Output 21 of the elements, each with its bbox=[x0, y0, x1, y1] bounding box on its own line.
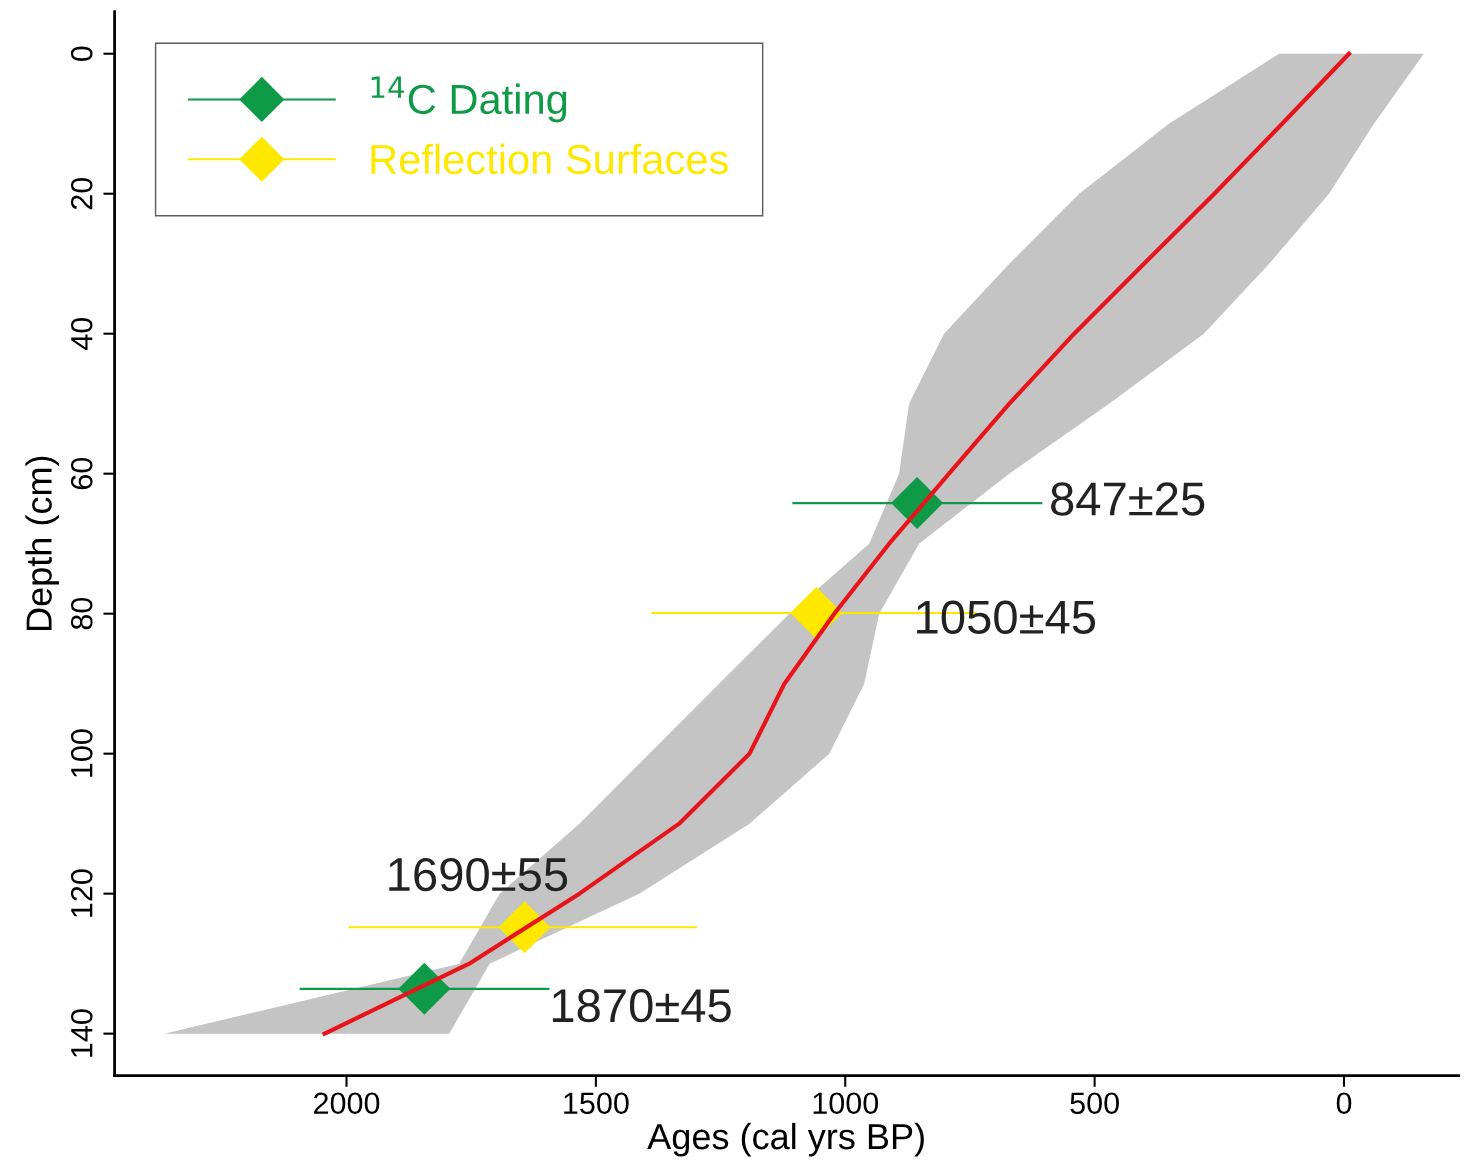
x-tick-label: 1000 bbox=[813, 1092, 879, 1115]
y-tick-label: 60 bbox=[70, 457, 93, 490]
y-tick-label: 0 bbox=[70, 46, 93, 62]
annotation: 1870±45 bbox=[552, 988, 731, 1023]
y-axis-title: Depth (cm) bbox=[25, 456, 60, 631]
x-tick-label: 2000 bbox=[314, 1092, 380, 1115]
y-tick-label: 100 bbox=[70, 729, 93, 777]
x-tick-label: 0 bbox=[1336, 1092, 1352, 1115]
annotation: 1690±55 bbox=[389, 857, 568, 892]
x-tick-label: 1500 bbox=[564, 1092, 629, 1115]
y-tick-label: 40 bbox=[70, 317, 93, 350]
legend-label: Reflection Surfaces bbox=[371, 143, 728, 175]
annotation: 847±25 bbox=[1051, 482, 1205, 516]
y-tick-label: 140 bbox=[70, 1009, 93, 1057]
y-tick-label: 80 bbox=[70, 597, 93, 630]
y-tick-label: 20 bbox=[70, 177, 93, 210]
x-axis-title: Ages (cal yrs BP) bbox=[647, 1122, 924, 1157]
x-tick-label: 500 bbox=[1070, 1092, 1119, 1115]
legend-label: $^{14}$C Dating bbox=[371, 76, 567, 123]
y-tick-label: 120 bbox=[70, 869, 93, 917]
annotation: 1050±45 bbox=[917, 600, 1096, 634]
